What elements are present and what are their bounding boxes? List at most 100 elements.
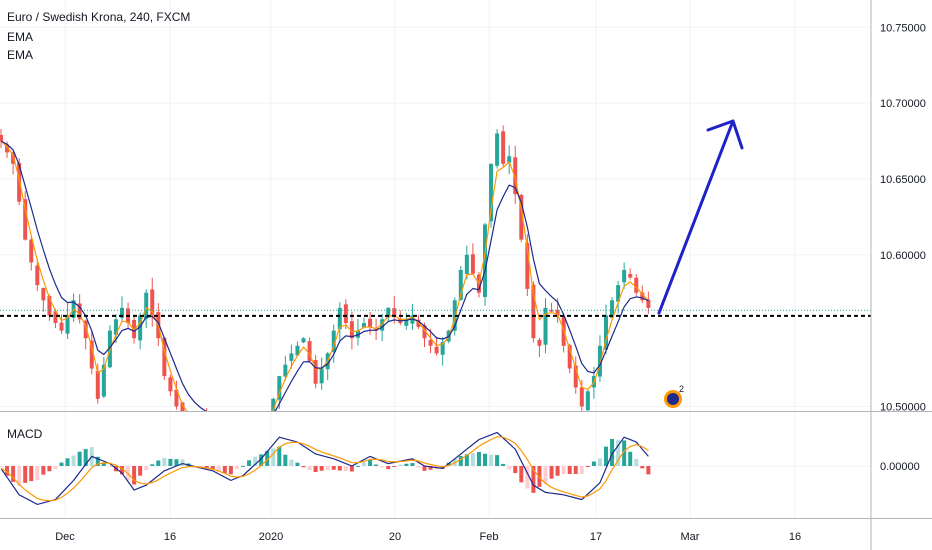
- candle-body: [337, 307, 342, 330]
- grid: [0, 0, 871, 518]
- macd-histogram-bar: [513, 466, 518, 474]
- macd-histogram-bar: [579, 466, 584, 475]
- candle-body: [313, 360, 318, 384]
- macd-histogram-bar: [162, 457, 167, 466]
- candle-body: [35, 265, 40, 286]
- candle-body: [362, 323, 366, 328]
- candle-body: [579, 387, 584, 407]
- macd-histogram-bar: [71, 455, 76, 466]
- y-tick-label: 10.50000: [880, 401, 926, 413]
- macd-histogram-bar: [259, 454, 264, 466]
- macd-histogram-bar: [168, 458, 173, 466]
- candle-body: [464, 254, 469, 274]
- macd-histogram-bar: [604, 446, 608, 466]
- candle-body: [59, 322, 64, 331]
- y-tick-label: 10.65000: [880, 174, 926, 186]
- macd-histogram-bar: [398, 464, 403, 466]
- macd-histogram-bar: [368, 460, 373, 466]
- annotation-arrow[interactable]: [657, 119, 744, 315]
- ema-legend-1: EMA: [7, 30, 34, 44]
- macd-histogram-bar: [289, 459, 294, 466]
- macd-histogram-bar: [591, 461, 596, 466]
- macd-histogram-bar: [483, 453, 487, 466]
- macd-histogram-bar: [222, 466, 227, 474]
- candle-body: [211, 422, 215, 426]
- macd-histogram-bar: [307, 466, 312, 471]
- candle-body: [41, 288, 46, 301]
- candles: [0, 125, 651, 426]
- x-tick-label: Mar: [681, 531, 700, 543]
- candle-body: [95, 370, 100, 399]
- macd-histogram-bar: [5, 466, 10, 476]
- candle-body: [513, 157, 518, 195]
- candle-body: [501, 131, 506, 164]
- candle-body: [622, 269, 627, 283]
- candle-body: [555, 309, 560, 316]
- y-tick-label: 10.70000: [880, 98, 926, 110]
- candle-body: [150, 289, 155, 316]
- candle-body: [452, 300, 457, 331]
- macd-histogram-bar: [247, 460, 252, 466]
- candle-body: [628, 274, 633, 278]
- macd-histogram-bar: [489, 454, 494, 466]
- candle-body: [199, 421, 203, 422]
- macd-histogram-bar: [495, 455, 500, 466]
- macd-histogram-bar: [567, 466, 572, 474]
- macd-histogram-bar: [234, 466, 239, 470]
- macd-histogram-bar: [362, 462, 366, 466]
- macd-zero-label: 0.00000: [880, 461, 920, 473]
- candle-body: [319, 368, 324, 384]
- macd-histogram-bar: [349, 466, 354, 472]
- candle-body: [597, 345, 602, 377]
- candle-body: [289, 353, 294, 361]
- ema-fast-line: [0, 140, 649, 411]
- macd-histogram-bar: [549, 466, 554, 479]
- candle-body: [489, 163, 494, 222]
- macd-histogram-bar: [53, 466, 58, 470]
- candle-body: [343, 304, 348, 324]
- macd-histogram-bar: [343, 466, 348, 472]
- macd-histogram-bar: [573, 466, 578, 474]
- candle-body: [416, 319, 421, 327]
- macd-signal-line: [0, 436, 649, 502]
- macd-histogram-bar: [355, 465, 360, 467]
- candle-body: [47, 296, 52, 316]
- ema-legend-2: EMA: [7, 48, 34, 62]
- macd-histogram-bar: [35, 466, 40, 481]
- y-tick-label: 10.75000: [880, 22, 926, 34]
- macd-histogram-bar: [150, 464, 155, 466]
- macd-histogram-bar: [622, 440, 627, 466]
- macd-histogram-bar: [138, 466, 143, 476]
- candle-body: [380, 319, 385, 331]
- candle-body: [180, 402, 185, 411]
- x-tick-label: 2020: [259, 531, 283, 543]
- event-icon-count: 2: [679, 384, 684, 394]
- candle-body: [223, 422, 227, 424]
- candle-body: [567, 345, 572, 369]
- ema-lines: [0, 140, 649, 411]
- macd-histogram-bar: [628, 451, 633, 466]
- candle-body: [368, 318, 373, 327]
- candle-body: [205, 419, 209, 422]
- chart-title: Euro / Swedish Krona, 240, FXCM: [7, 10, 191, 24]
- candle-body: [573, 365, 578, 388]
- macd-histogram-bar: [561, 466, 566, 475]
- candle-body: [5, 144, 10, 153]
- macd-histogram-bar: [422, 466, 427, 471]
- candle-body: [404, 319, 409, 326]
- macd-histogram-bar: [101, 462, 106, 466]
- candle-body: [271, 398, 276, 411]
- candle-body: [120, 307, 124, 318]
- macd-histogram-bar: [29, 466, 34, 482]
- candle-body: [89, 340, 94, 369]
- candle-body: [349, 321, 354, 339]
- candle-body: [543, 307, 548, 345]
- macd-histogram-bar: [380, 466, 385, 468]
- candle-body: [616, 285, 621, 302]
- candle-body: [483, 224, 487, 297]
- candle-body: [537, 339, 542, 346]
- candle-body: [229, 422, 233, 426]
- macd-histogram-bar: [501, 463, 506, 466]
